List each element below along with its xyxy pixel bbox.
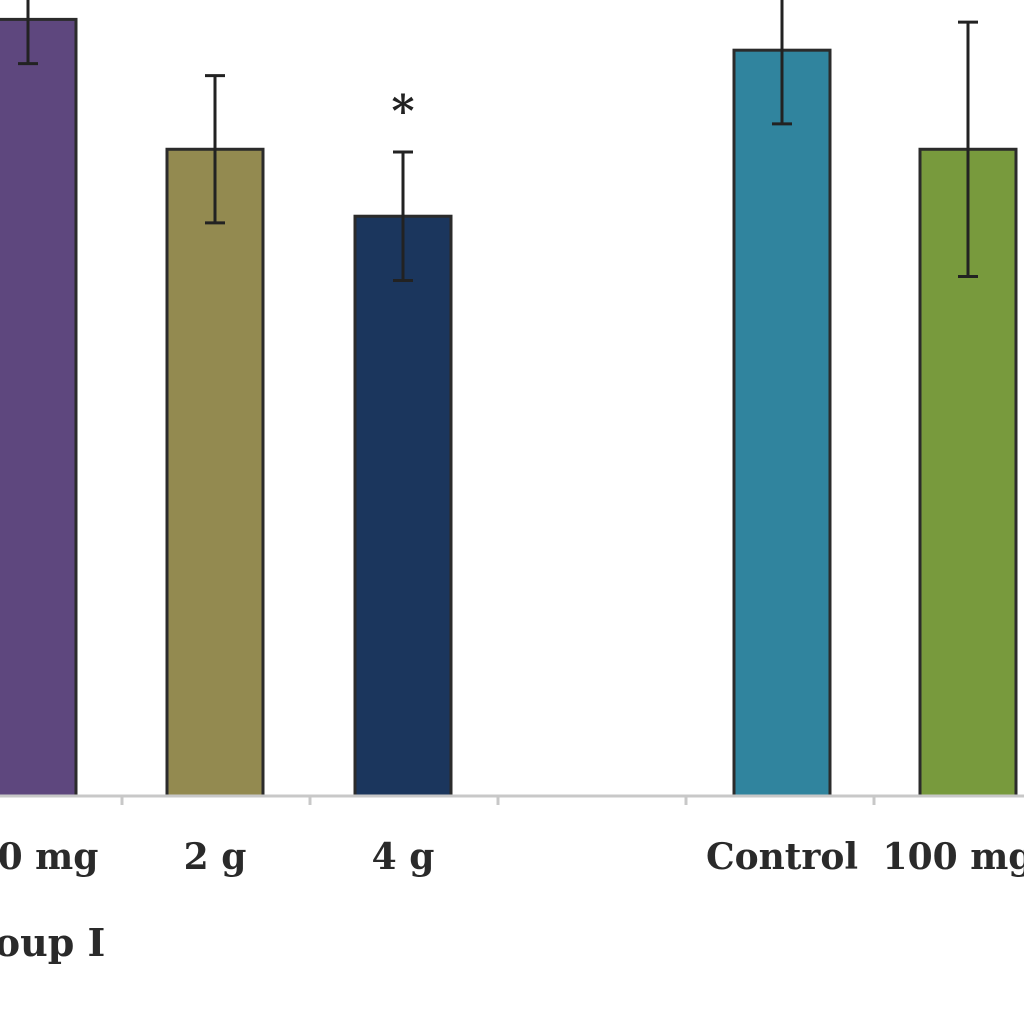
error-bar-1 [205,74,225,225]
bar-1 [165,147,265,798]
category-label-4: 100 mg [882,836,1024,878]
error-bars-layer [18,0,978,282]
error-bar-2 [393,150,413,282]
category-label-2: 4 g [371,836,435,878]
error-bar-4 [958,20,978,278]
bars-layer [0,17,1018,798]
group-label-0: oup I [0,920,106,965]
bar-2 [353,214,453,798]
category-label-1: 2 g [183,836,247,878]
bar-0 [0,17,78,798]
x-axis-ticks [120,796,876,805]
category-label-3: Control [705,836,859,878]
bar-3 [732,48,832,798]
category-label-0: 0 mg [0,836,99,878]
error-bar-3 [772,0,792,126]
significance-marker-2: * [391,85,415,137]
error-bar-0 [18,0,38,66]
